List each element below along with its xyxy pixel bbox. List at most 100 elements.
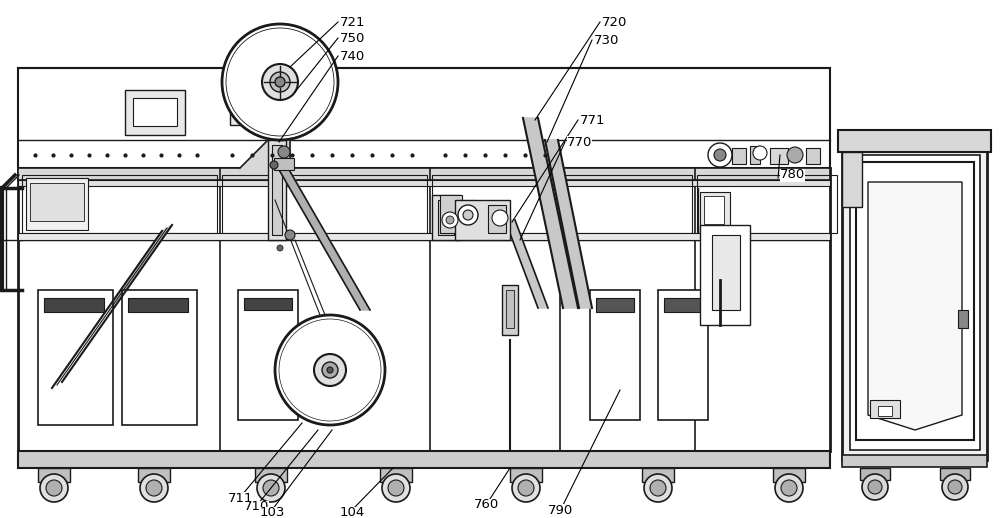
Bar: [138, 468, 170, 482]
Bar: [244, 298, 292, 310]
Polygon shape: [868, 182, 962, 430]
Text: 711: 711: [228, 492, 254, 505]
Bar: [590, 290, 640, 420]
Bar: [704, 196, 724, 224]
Bar: [773, 468, 805, 482]
Circle shape: [262, 64, 298, 100]
Bar: [432, 195, 460, 240]
Bar: [245, 295, 283, 390]
Polygon shape: [52, 225, 172, 388]
Bar: [438, 200, 454, 235]
Circle shape: [263, 480, 279, 496]
Circle shape: [146, 480, 162, 496]
Bar: [732, 148, 746, 164]
Bar: [18, 68, 830, 168]
Circle shape: [327, 367, 333, 373]
Circle shape: [285, 230, 295, 240]
Bar: [596, 298, 634, 312]
Bar: [850, 155, 980, 450]
Circle shape: [275, 77, 285, 87]
Circle shape: [458, 205, 478, 225]
Bar: [770, 148, 788, 164]
Text: 750: 750: [340, 32, 365, 45]
Bar: [18, 180, 830, 186]
Polygon shape: [240, 140, 290, 168]
Bar: [958, 310, 968, 328]
Polygon shape: [505, 220, 548, 308]
Bar: [44, 298, 104, 312]
Circle shape: [314, 354, 346, 386]
Bar: [18, 168, 830, 451]
Bar: [460, 200, 476, 228]
Polygon shape: [523, 118, 578, 308]
Bar: [268, 140, 286, 240]
Bar: [842, 152, 862, 207]
Bar: [274, 158, 294, 170]
Bar: [128, 298, 188, 312]
Circle shape: [277, 245, 283, 251]
Bar: [432, 175, 557, 233]
Circle shape: [644, 474, 672, 502]
Circle shape: [708, 143, 732, 167]
Circle shape: [278, 146, 290, 158]
Bar: [700, 192, 730, 232]
Bar: [878, 406, 892, 416]
Bar: [122, 290, 197, 425]
Bar: [838, 130, 991, 152]
Bar: [18, 168, 830, 180]
Circle shape: [322, 362, 338, 378]
Bar: [842, 455, 987, 467]
Bar: [22, 175, 217, 233]
Bar: [712, 235, 740, 310]
Bar: [18, 233, 830, 240]
Circle shape: [714, 149, 726, 161]
Bar: [870, 400, 900, 418]
Bar: [18, 451, 830, 468]
Bar: [222, 175, 427, 233]
Circle shape: [442, 212, 458, 228]
Bar: [506, 290, 514, 328]
Bar: [38, 290, 113, 425]
Circle shape: [463, 210, 473, 220]
Circle shape: [40, 474, 68, 502]
Text: 760: 760: [474, 498, 499, 511]
Circle shape: [222, 24, 338, 140]
Circle shape: [787, 147, 803, 163]
Bar: [940, 468, 970, 480]
Polygon shape: [545, 140, 592, 308]
Bar: [380, 468, 412, 482]
Circle shape: [275, 315, 385, 425]
Bar: [272, 145, 282, 235]
Circle shape: [446, 216, 454, 224]
Text: 721: 721: [340, 16, 366, 28]
Circle shape: [492, 210, 508, 226]
Circle shape: [775, 474, 803, 502]
Bar: [238, 290, 298, 420]
Text: 710: 710: [244, 500, 269, 513]
Bar: [440, 195, 462, 233]
Text: 790: 790: [548, 503, 573, 516]
Bar: [510, 468, 542, 482]
Bar: [30, 183, 84, 221]
Bar: [642, 468, 674, 482]
Circle shape: [862, 474, 888, 500]
Bar: [455, 200, 510, 240]
Circle shape: [512, 474, 540, 502]
Bar: [842, 130, 987, 460]
Bar: [255, 468, 287, 482]
Text: 103: 103: [260, 507, 285, 518]
Circle shape: [781, 480, 797, 496]
Circle shape: [270, 161, 278, 169]
Text: 780: 780: [780, 168, 805, 181]
Bar: [38, 468, 70, 482]
Circle shape: [942, 474, 968, 500]
Circle shape: [270, 72, 290, 92]
Polygon shape: [278, 168, 370, 310]
Text: 771: 771: [580, 113, 606, 126]
Text: 730: 730: [594, 34, 619, 47]
Bar: [860, 468, 890, 480]
Bar: [562, 175, 692, 233]
Bar: [230, 80, 260, 125]
Circle shape: [140, 474, 168, 502]
Circle shape: [382, 474, 410, 502]
